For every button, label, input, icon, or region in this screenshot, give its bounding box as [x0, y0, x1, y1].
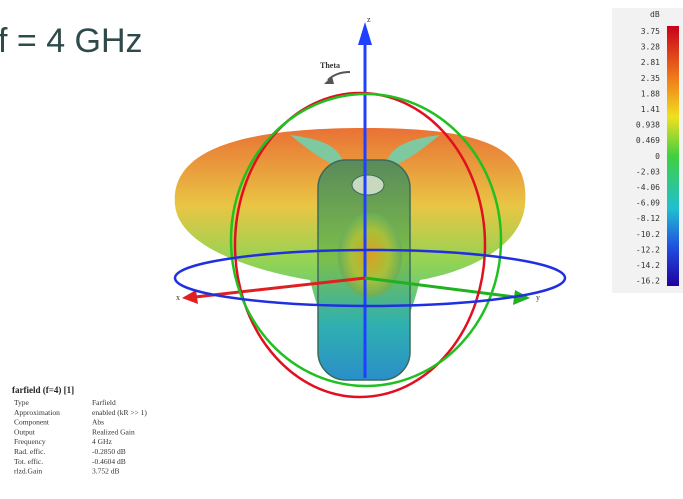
- frequency-title: f = 4 GHz: [0, 22, 143, 60]
- colorbar-label: -12.2: [636, 245, 660, 254]
- info-value: Abs: [92, 418, 104, 427]
- y-axis: [364, 276, 516, 299]
- info-value: Farfield: [92, 398, 116, 407]
- phi90-cut: [229, 92, 503, 388]
- info-value: Realized Gain: [92, 427, 135, 436]
- colorbar-label: 3.75: [641, 27, 660, 36]
- colorbar-label: 0.938: [636, 121, 660, 130]
- x-label: x: [176, 293, 180, 302]
- colorbar-label: 0.469: [636, 136, 660, 145]
- colorbar-label: 1.88: [641, 89, 660, 98]
- info-key: Rad. effic.: [14, 447, 45, 456]
- info-value: 3.752 dB: [92, 467, 120, 476]
- info-value: -0.2850 dB: [92, 447, 126, 456]
- info-heading: farfield (f=4) [1]: [12, 385, 74, 395]
- theta-arrow-head: [324, 76, 334, 84]
- x-arrow: [182, 290, 198, 304]
- theta-label: Theta: [320, 61, 340, 70]
- info-key: Tot. effic.: [14, 457, 43, 466]
- z-arrow: [358, 22, 372, 45]
- colorbar-label: -4.06: [636, 183, 660, 192]
- info-key: Frequency: [14, 437, 46, 446]
- info-key: Component: [14, 418, 50, 427]
- y-label: y: [536, 293, 540, 302]
- colorbar-label: -16.2: [636, 277, 660, 286]
- colorbar-label: 3.28: [641, 43, 660, 52]
- colorbar-label: -8.12: [636, 214, 660, 223]
- colorbar-label: -14.2: [636, 261, 660, 270]
- info-value: -0.4604 dB: [92, 457, 126, 466]
- info-value: enabled (kR >> 1): [92, 408, 147, 417]
- colorbar-gradient: [667, 26, 679, 286]
- colorbar-label: 2.35: [641, 74, 660, 83]
- colorbar-unit: dB: [650, 10, 660, 19]
- info-panel: farfield (f=4) [1] Type Farfield Approxima…: [12, 385, 147, 476]
- colorbar-label: -2.03: [636, 167, 660, 176]
- x-axis: [194, 276, 366, 299]
- z-label: z: [367, 15, 371, 24]
- info-key: Type: [14, 398, 30, 407]
- colorbar-label: 1.41: [641, 105, 660, 114]
- colorbar-label: 2.81: [641, 58, 660, 67]
- info-value: 4 GHz: [92, 437, 112, 446]
- colorbar-label: -10.2: [636, 230, 660, 239]
- info-key: Output: [14, 427, 36, 436]
- colorbar: dB 3.75 3.28 2.81 2.35 1.88 1.41 0.938 0.469 0 -2…: [612, 8, 683, 293]
- colorbar-label: -6.09: [636, 199, 660, 208]
- colorbar-label: 0: [655, 152, 660, 161]
- info-key: Approximation: [14, 408, 60, 417]
- theta-cut: [173, 248, 567, 308]
- y-arrow: [513, 290, 530, 305]
- info-key: rlzd.Gain: [14, 467, 42, 476]
